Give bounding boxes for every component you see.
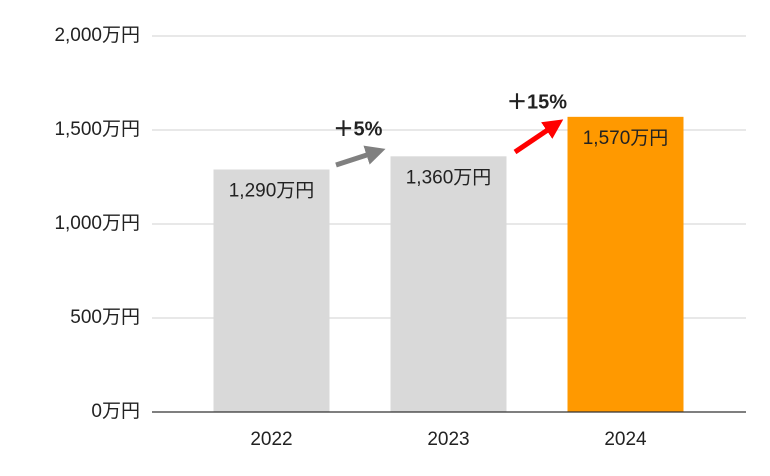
value-label: 1,360万円 xyxy=(406,167,492,188)
y-tick-label: 1,500万円 xyxy=(54,119,140,140)
arrow xyxy=(335,145,386,168)
annotation: ＋15% xyxy=(507,91,567,113)
x-tick-label: 2022 xyxy=(250,429,292,450)
y-tick-label: 1,000万円 xyxy=(54,213,140,234)
bar xyxy=(390,156,507,412)
arrow xyxy=(513,119,564,155)
y-tick-label: 500万円 xyxy=(70,307,140,328)
bars xyxy=(213,116,684,412)
y-tick-label: 2,000万円 xyxy=(54,25,140,46)
x-tick-label: 2024 xyxy=(604,429,647,450)
value-label: 1,570万円 xyxy=(583,128,669,149)
value-label: 1,290万円 xyxy=(229,180,315,201)
bar xyxy=(567,116,684,412)
x-tick-label: 2023 xyxy=(427,429,469,450)
y-tick-label: 0万円 xyxy=(91,401,140,422)
bar xyxy=(213,169,330,412)
annotation: ＋5% xyxy=(334,118,383,140)
